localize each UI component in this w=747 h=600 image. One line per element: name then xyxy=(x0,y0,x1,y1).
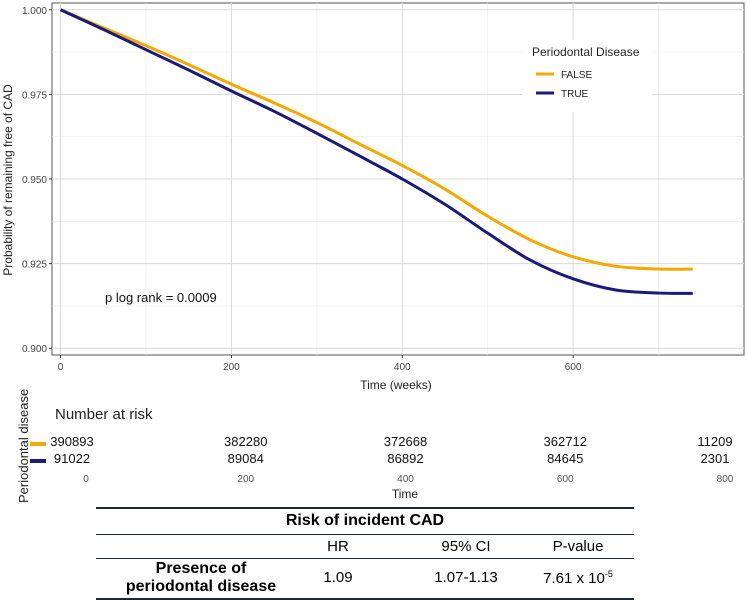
hr-title-rule xyxy=(96,534,634,535)
series-line-true xyxy=(59,8,693,295)
hr-value: 1.09 xyxy=(323,569,353,586)
hr-ci-value: 1.07-1.13 xyxy=(434,569,498,586)
risk-count-true: 89084 xyxy=(227,451,264,466)
hr-row-label-line1: Presence of xyxy=(155,560,247,577)
x-axis-label: Time (weeks) xyxy=(360,378,432,392)
risk-count-false: 11209 xyxy=(697,434,733,449)
hr-header-p: P-value xyxy=(552,538,604,555)
hr-header-hr: HR xyxy=(327,538,349,555)
risk-count-true: 84645 xyxy=(547,451,584,466)
survival-chart: 0.900 0.925 0.950 0.975 1.000 0 200 400 600 Pro… xyxy=(1,2,745,392)
legend-background xyxy=(522,40,652,112)
y-tick-label: 0.925 xyxy=(22,260,47,271)
x-tick-label: 600 xyxy=(565,362,582,373)
y-axis-label: Probability of remaining free of CAD xyxy=(1,84,15,276)
legend-label-false: FALSE xyxy=(561,70,592,81)
legend-label-true: TRUE xyxy=(561,89,589,100)
hr-header-rule xyxy=(96,558,634,559)
risk-row-swatch-false xyxy=(30,442,46,446)
grid xyxy=(52,3,744,355)
risk-table-tick-label: 400 xyxy=(397,474,414,485)
risk-table-x-label: Time xyxy=(391,487,419,501)
hr-top-rule xyxy=(96,507,634,509)
series-line-false xyxy=(59,8,693,271)
risk-row-swatch-true xyxy=(30,459,46,463)
risk-table-title: Number at risk xyxy=(55,406,153,423)
x-tick-label: 200 xyxy=(223,362,240,373)
risk-count-true: 91022 xyxy=(53,451,91,466)
risk-count-false: 382280 xyxy=(224,434,268,449)
hr-p-value: 7.61 x 10-5 xyxy=(528,569,628,587)
hr-row-label-line2: periodontal disease xyxy=(125,578,277,595)
y-axis-ticks: 0.900 0.925 0.950 0.975 1.000 xyxy=(22,6,52,355)
risk-count-true: 2301 xyxy=(700,451,730,466)
risk-count-false: 372668 xyxy=(383,434,428,449)
x-tick-label: 0 xyxy=(58,362,64,373)
risk-table-tick-label: 200 xyxy=(237,474,255,485)
p-value-annotation: p log rank = 0.0009 xyxy=(105,290,217,305)
hr-table-title: Risk of incident CAD xyxy=(285,512,445,529)
risk-count-false: 362712 xyxy=(543,434,587,449)
risk-count-true: 86892 xyxy=(387,451,424,466)
y-tick-label: 0.950 xyxy=(22,175,47,186)
legend: Periodontal Disease FALSE TRUE xyxy=(522,40,652,112)
hr-p-value-base: 7.61 x 10 xyxy=(543,570,605,587)
series-lines xyxy=(59,8,693,295)
legend-title: Periodontal Disease xyxy=(532,45,640,59)
risk-table-tick-label: 600 xyxy=(556,474,574,485)
risk-table-y-label: Periodontal disease xyxy=(16,388,31,503)
hr-header-ci: 95% CI xyxy=(441,538,491,555)
risk-table-tick-label: 800 xyxy=(716,474,734,485)
risk-count-false: 390893 xyxy=(50,434,94,449)
y-tick-label: 0.900 xyxy=(22,344,47,355)
hr-p-value-exponent: -5 xyxy=(604,569,613,579)
y-tick-label: 1.000 xyxy=(22,6,47,17)
y-tick-label: 0.975 xyxy=(22,90,47,101)
x-tick-label: 400 xyxy=(394,362,411,373)
x-axis-ticks: 0 200 400 600 xyxy=(58,355,582,373)
risk-table-tick-label: 0 xyxy=(83,474,89,485)
